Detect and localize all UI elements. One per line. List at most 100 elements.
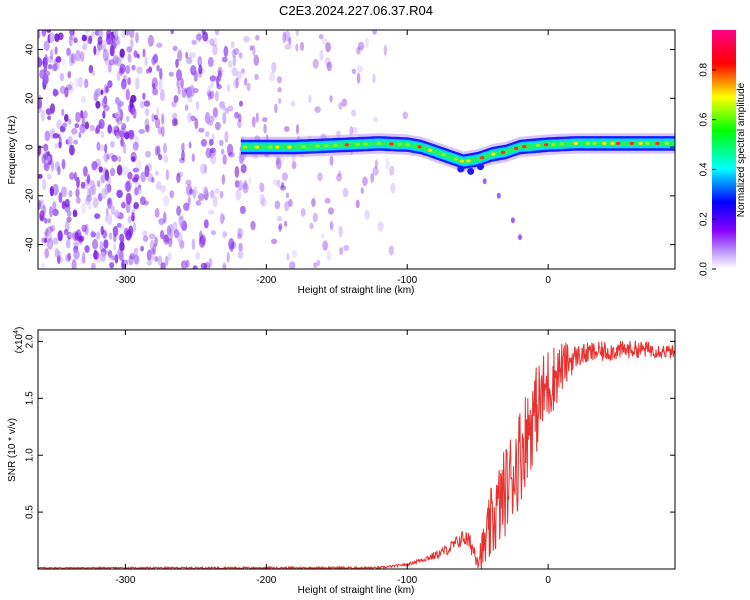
noise-blob — [62, 122, 68, 128]
noise-blob — [104, 143, 108, 154]
noise-blob — [213, 37, 218, 48]
noise-blob — [89, 124, 95, 132]
noise-blob — [232, 56, 237, 67]
noise-blob — [121, 201, 126, 209]
noise-blob — [362, 176, 368, 187]
noise-blob — [65, 84, 73, 91]
noise-blob — [113, 243, 117, 251]
noise-blob — [103, 239, 109, 249]
noise-blob — [91, 161, 98, 171]
noise-blob — [67, 135, 73, 146]
y-tick-label: 40 — [25, 44, 36, 56]
signal-hotspot — [417, 145, 422, 149]
noise-blob — [69, 30, 75, 36]
noise-blob — [57, 165, 61, 176]
noise-blob — [160, 262, 166, 269]
noise-blob — [66, 210, 72, 217]
noise-blob — [84, 78, 89, 89]
noise-blob — [209, 90, 215, 100]
noise-blob — [54, 33, 60, 42]
noise-blob — [43, 63, 48, 73]
noise-blob — [138, 186, 142, 195]
noise-blob — [208, 138, 214, 146]
noise-blob — [338, 225, 343, 238]
spectrogram-y-label: Frequency (Hz) — [7, 116, 18, 185]
noise-blob — [188, 141, 192, 149]
signal-hotspot — [573, 141, 578, 145]
noise-blob — [114, 211, 121, 217]
noise-blob — [112, 54, 119, 65]
noise-blob — [140, 171, 146, 183]
noise-blob — [286, 252, 290, 261]
noise-blob — [221, 56, 228, 63]
noise-blob — [68, 34, 76, 41]
noise-blob — [284, 201, 290, 212]
noise-blob — [54, 248, 60, 258]
noise-blob — [241, 68, 245, 74]
y-tick-label: 2.0 — [25, 334, 36, 348]
noise-blob — [198, 64, 203, 75]
noise-blob — [195, 252, 201, 260]
noise-blob — [58, 141, 62, 149]
noise-blob — [233, 48, 240, 55]
noise-blob — [151, 177, 155, 183]
noise-blob — [58, 192, 63, 204]
noise-blob — [234, 111, 240, 119]
noise-blob — [200, 138, 207, 147]
noise-blob — [329, 220, 334, 230]
noise-blob — [171, 112, 178, 120]
noise-blob — [117, 155, 122, 163]
noise-blob — [68, 190, 73, 198]
noise-blob — [132, 221, 137, 233]
noise-blob — [92, 197, 99, 209]
snr-series-line — [38, 340, 675, 569]
noise-blob — [108, 232, 113, 240]
noise-blob — [44, 130, 51, 142]
noise-blob — [68, 231, 74, 239]
noise-blob — [329, 155, 334, 166]
noise-blob — [82, 251, 86, 264]
noise-blob — [140, 245, 145, 252]
noise-blob — [222, 262, 227, 269]
noise-blob — [112, 225, 119, 237]
noise-blob — [105, 207, 109, 217]
noise-blob — [147, 260, 152, 266]
noise-blob — [214, 30, 220, 36]
noise-blob — [341, 98, 348, 107]
snr-y-multiplier: (x104) — [13, 327, 25, 354]
noise-blob — [70, 52, 77, 64]
noise-blob — [281, 181, 285, 189]
noise-blob — [149, 239, 155, 251]
noise-blob — [107, 80, 113, 89]
noise-blob — [75, 188, 80, 198]
noise-blob — [288, 36, 292, 46]
noise-blob — [177, 49, 183, 62]
noise-blob — [356, 46, 361, 55]
noise-blob — [200, 262, 208, 269]
noise-blob — [221, 148, 225, 155]
noise-blob — [83, 110, 88, 119]
signal-hotspot — [389, 142, 394, 146]
noise-blob — [222, 231, 228, 238]
noise-blob — [312, 58, 319, 69]
y-tick-label: 20 — [25, 92, 36, 104]
snr-plot-area — [38, 330, 675, 569]
noise-blob — [74, 171, 77, 182]
noise-blob — [154, 170, 159, 176]
noise-blob — [152, 82, 156, 90]
noise-blob — [324, 197, 331, 204]
noise-blob — [171, 117, 178, 127]
noise-blob — [47, 63, 53, 70]
signal-hotspot — [500, 150, 506, 154]
noise-blob — [193, 70, 198, 82]
noise-blob — [224, 130, 229, 143]
noise-blob — [223, 45, 229, 58]
noise-blob — [84, 121, 90, 130]
noise-blob — [123, 259, 129, 266]
noise-blob — [154, 117, 161, 129]
signal-hotspot — [268, 145, 273, 149]
noise-blob — [284, 30, 291, 42]
noise-blob — [237, 250, 244, 259]
noise-blob — [129, 30, 135, 39]
x-tick-label: -100 — [397, 575, 417, 586]
